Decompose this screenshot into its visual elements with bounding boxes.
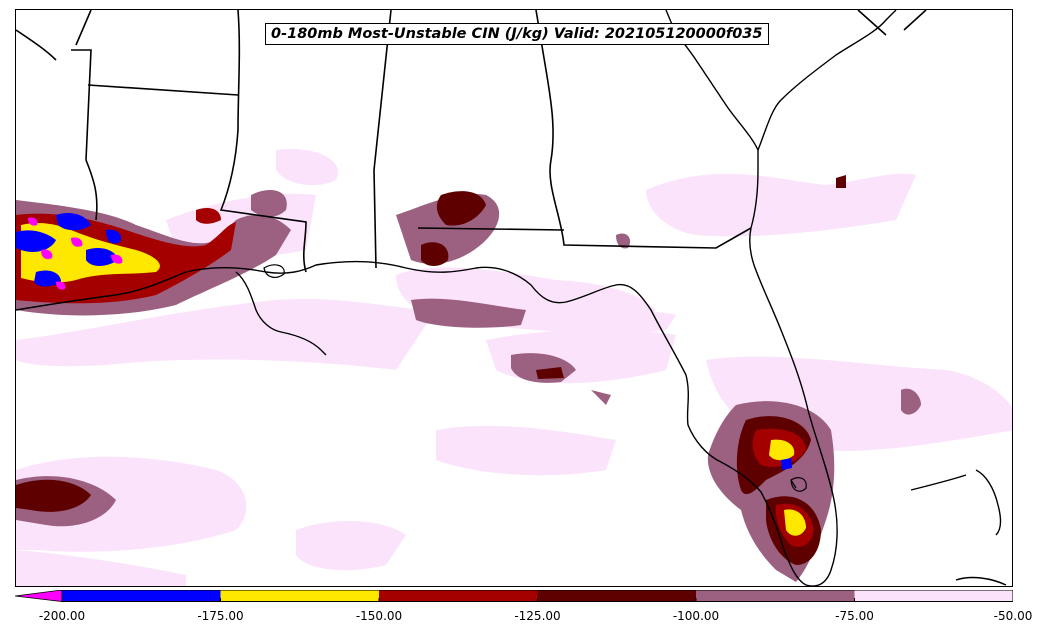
colorbar-tick-label: -75.00 — [835, 609, 874, 623]
colorbar-tick-label: -200.00 — [38, 609, 86, 623]
colorbar-tick-label: -50.00 — [993, 609, 1033, 623]
colorbar-extend-below — [14, 589, 63, 602]
state-borders — [16, 10, 927, 273]
colorbar-bin — [220, 590, 379, 602]
map-title: 0-180mb Most-Unstable CIN (J/kg) Valid: … — [265, 23, 769, 45]
colorbar — [14, 587, 1014, 602]
lakes — [263, 264, 807, 492]
colorbar-tick-label: -150.00 — [355, 609, 403, 623]
cin-shading-magenta — [28, 217, 123, 290]
colorbar-bin — [537, 590, 696, 602]
map-panel: 0-180mb Most-Unstable CIN (J/kg) Valid: … — [15, 9, 1013, 587]
colorbar-svg — [14, 589, 1014, 602]
colorbar-tick-label: -175.00 — [197, 609, 244, 623]
colorbar-bin — [696, 590, 855, 602]
colorbar-bins — [14, 589, 1014, 602]
colorbar-tick-label: -125.00 — [514, 609, 561, 623]
colorbar-bin — [62, 590, 221, 602]
colorbar-tick-label: -100.00 — [672, 609, 720, 623]
cin-shading-blue — [16, 213, 792, 470]
cin-map — [16, 10, 1012, 586]
colorbar-bin — [854, 590, 1013, 602]
colorbar-bin — [379, 590, 538, 602]
